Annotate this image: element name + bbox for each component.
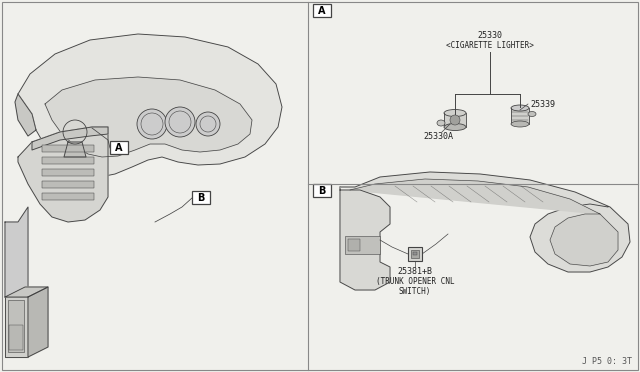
Polygon shape <box>5 207 28 297</box>
Circle shape <box>450 115 460 125</box>
Bar <box>348 239 360 251</box>
Bar <box>408 247 422 261</box>
Bar <box>8 300 24 352</box>
Bar <box>110 141 128 154</box>
Bar <box>42 181 94 188</box>
Text: 25330A: 25330A <box>423 132 453 141</box>
Bar <box>42 193 94 200</box>
Polygon shape <box>32 127 108 150</box>
Text: 25330: 25330 <box>477 31 502 40</box>
Polygon shape <box>350 179 618 266</box>
Polygon shape <box>15 94 36 136</box>
Polygon shape <box>340 172 630 272</box>
Bar <box>42 145 94 152</box>
Ellipse shape <box>444 124 466 131</box>
Circle shape <box>165 107 195 137</box>
Ellipse shape <box>528 112 536 116</box>
Bar <box>511 108 529 124</box>
Ellipse shape <box>437 120 445 126</box>
Circle shape <box>137 109 167 139</box>
Text: <CIGARETTE LIGHTER>: <CIGARETTE LIGHTER> <box>446 41 534 50</box>
Polygon shape <box>18 127 108 222</box>
Ellipse shape <box>511 105 529 111</box>
Circle shape <box>196 112 220 136</box>
Text: (TRUNK OPENER CNL: (TRUNK OPENER CNL <box>376 277 454 286</box>
Bar <box>444 113 466 127</box>
Bar <box>42 157 94 164</box>
Text: 25381+B: 25381+B <box>397 267 433 276</box>
Polygon shape <box>340 187 390 290</box>
Text: B: B <box>197 192 205 202</box>
Polygon shape <box>18 34 282 177</box>
Text: J P5 0: 3T: J P5 0: 3T <box>582 357 632 366</box>
Text: B: B <box>318 186 326 196</box>
Polygon shape <box>45 77 252 157</box>
Bar <box>345 236 380 254</box>
Polygon shape <box>28 287 48 357</box>
Bar <box>413 252 417 255</box>
Ellipse shape <box>444 109 466 116</box>
Bar <box>42 169 94 176</box>
Bar <box>9 325 23 350</box>
Polygon shape <box>5 297 28 357</box>
Text: A: A <box>318 6 326 16</box>
Text: A: A <box>115 142 123 153</box>
Ellipse shape <box>511 121 529 127</box>
Bar <box>313 184 331 197</box>
Polygon shape <box>5 287 48 297</box>
Bar <box>411 250 419 258</box>
Text: 25339: 25339 <box>530 99 555 109</box>
Text: SWITCH): SWITCH) <box>399 287 431 296</box>
Bar <box>192 191 210 204</box>
Bar <box>313 4 331 17</box>
Polygon shape <box>64 142 86 157</box>
